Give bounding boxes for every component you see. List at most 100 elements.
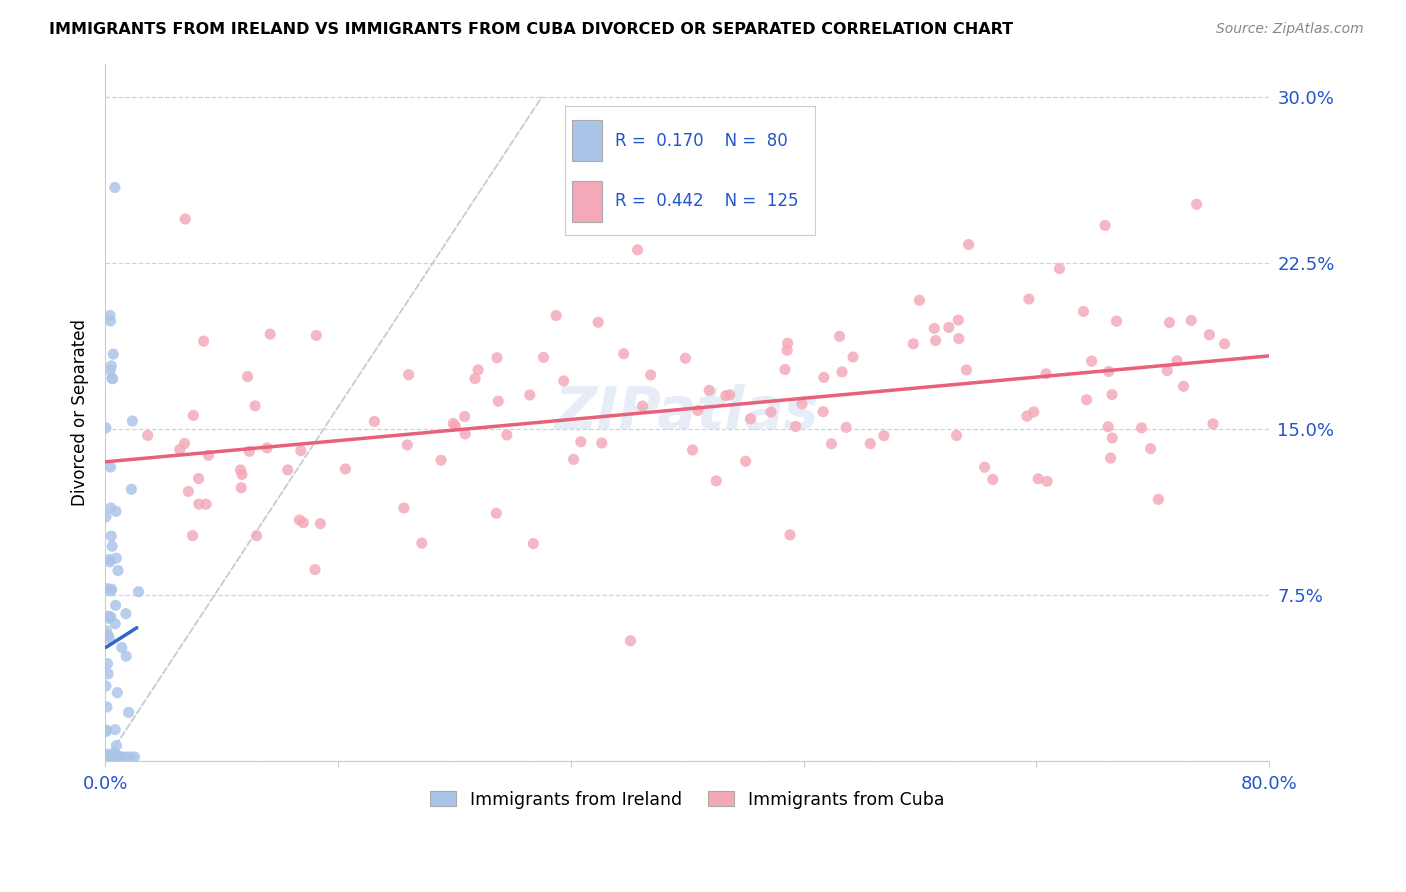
Point (811, 405, 834, 419)
Point (519, 388, 541, 402)
Point (734, 454, 756, 468)
Point (1097, 419, 1119, 434)
Point (187, 497, 209, 511)
Point (100, 610, 122, 624)
Point (104, 723, 127, 737)
Point (363, 415, 385, 429)
Point (288, 513, 311, 527)
Point (94, 750, 117, 764)
Text: IMMIGRANTS FROM IRELAND VS IMMIGRANTS FROM CUBA DIVORCED OR SEPARATED CORRELATIO: IMMIGRANTS FROM IRELAND VS IMMIGRANTS FR… (49, 22, 1014, 37)
Point (231, 467, 253, 482)
Point (1156, 364, 1178, 378)
Point (94, 750, 117, 764)
Point (1173, 379, 1195, 393)
Point (101, 372, 124, 386)
Point (100, 750, 122, 764)
Point (924, 321, 946, 335)
Point (236, 369, 259, 384)
Point (98, 750, 121, 764)
Point (183, 409, 205, 423)
Point (98, 309, 121, 323)
Point (97, 628, 120, 642)
Point (94, 421, 117, 435)
Point (96, 750, 118, 764)
Point (195, 497, 218, 511)
Point (94, 724, 117, 739)
Point (553, 374, 575, 388)
Point (97, 666, 120, 681)
Point (98, 363, 121, 377)
Point (105, 686, 128, 700)
Point (110, 750, 132, 764)
Point (1049, 261, 1071, 276)
Point (103, 347, 125, 361)
Point (1035, 367, 1057, 381)
Point (128, 584, 150, 599)
Point (1076, 392, 1098, 407)
Point (1147, 492, 1170, 507)
Point (496, 428, 519, 442)
Point (718, 388, 741, 402)
Point (100, 314, 122, 328)
Point (835, 420, 858, 434)
Point (740, 411, 762, 425)
Point (1098, 364, 1121, 378)
Point (546, 309, 568, 323)
Point (1130, 421, 1153, 435)
Point (1073, 304, 1095, 318)
Point (1080, 354, 1102, 368)
Text: ZIPatlas: ZIPatlas (555, 384, 820, 442)
Point (136, 428, 159, 442)
Point (773, 362, 796, 376)
Point (245, 529, 267, 543)
Point (1015, 409, 1038, 423)
Point (945, 428, 967, 442)
Point (859, 436, 882, 450)
Point (430, 453, 453, 467)
Point (98, 555, 121, 569)
Point (100, 460, 122, 475)
Point (105, 750, 128, 764)
Point (1018, 292, 1040, 306)
Point (981, 472, 1004, 486)
Point (1139, 442, 1161, 456)
Point (98, 750, 121, 764)
Point (105, 750, 128, 764)
Point (626, 243, 648, 257)
Point (591, 436, 613, 450)
Point (908, 293, 931, 308)
Point (100, 583, 122, 598)
Point (97, 750, 120, 764)
Point (562, 452, 585, 467)
Point (903, 336, 925, 351)
Point (97, 750, 120, 764)
Point (1036, 475, 1059, 489)
Point (100, 750, 122, 764)
Point (96, 657, 118, 671)
Point (813, 370, 835, 384)
Point (779, 528, 801, 542)
Point (105, 551, 128, 566)
Point (94, 679, 117, 693)
Point (101, 371, 124, 385)
Point (453, 409, 475, 424)
Point (309, 516, 332, 531)
Point (1026, 472, 1049, 486)
Point (117, 706, 139, 720)
Point (1022, 405, 1045, 419)
Point (776, 343, 799, 358)
Point (831, 365, 853, 379)
Point (682, 442, 704, 457)
Point (522, 536, 544, 550)
Point (100, 359, 122, 373)
Point (120, 750, 142, 764)
Point (335, 462, 357, 476)
Point (444, 418, 467, 433)
Point (98, 750, 121, 764)
Point (231, 481, 253, 495)
Point (873, 428, 896, 442)
Point (111, 640, 134, 655)
Point (101, 750, 124, 764)
Point (1180, 313, 1202, 327)
Point (454, 426, 477, 441)
